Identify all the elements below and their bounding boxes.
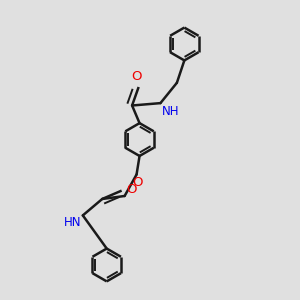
Text: NH: NH	[162, 105, 179, 118]
Text: HN: HN	[64, 216, 82, 229]
Text: O: O	[131, 70, 142, 83]
Text: O: O	[126, 183, 136, 196]
Text: O: O	[133, 176, 143, 189]
